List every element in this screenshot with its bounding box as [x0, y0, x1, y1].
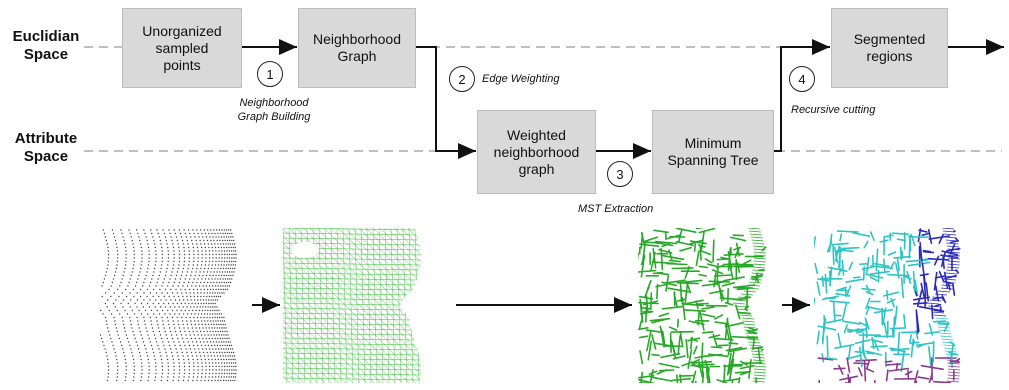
box-unorganized-points: Unorganized sampled points [122, 8, 242, 88]
image-neighborhood-graph [283, 228, 433, 383]
arrow-4 [774, 39, 830, 152]
step-2-label: Edge Weighting [482, 73, 560, 85]
step-3-circle: 3 [607, 161, 633, 187]
step-2-circle: 2 [449, 66, 475, 92]
image-segmented [814, 228, 961, 383]
attribute-space-label: Attribute Space [14, 130, 78, 165]
arrow-2 [416, 46, 476, 159]
box-segmented-regions: Segmented regions [831, 8, 948, 88]
euclidian-space-label: Euclidian Space [12, 28, 80, 63]
step-4-circle: 4 [789, 66, 815, 92]
step-1-circle: 1 [257, 61, 283, 87]
step-1-label: Neighborhood Graph Building [237, 97, 311, 123]
step-4-label: Recursive cutting [791, 104, 876, 116]
image-point-cloud [99, 229, 237, 382]
image-mst [638, 228, 767, 383]
box-neighborhood-graph: Neighborhood Graph [298, 8, 416, 88]
step-3-label: MST Extraction [578, 203, 654, 215]
box-mst: Minimum Spanning Tree [652, 110, 774, 194]
box-weighted-graph: Weighted neighborhood graph [477, 110, 596, 194]
